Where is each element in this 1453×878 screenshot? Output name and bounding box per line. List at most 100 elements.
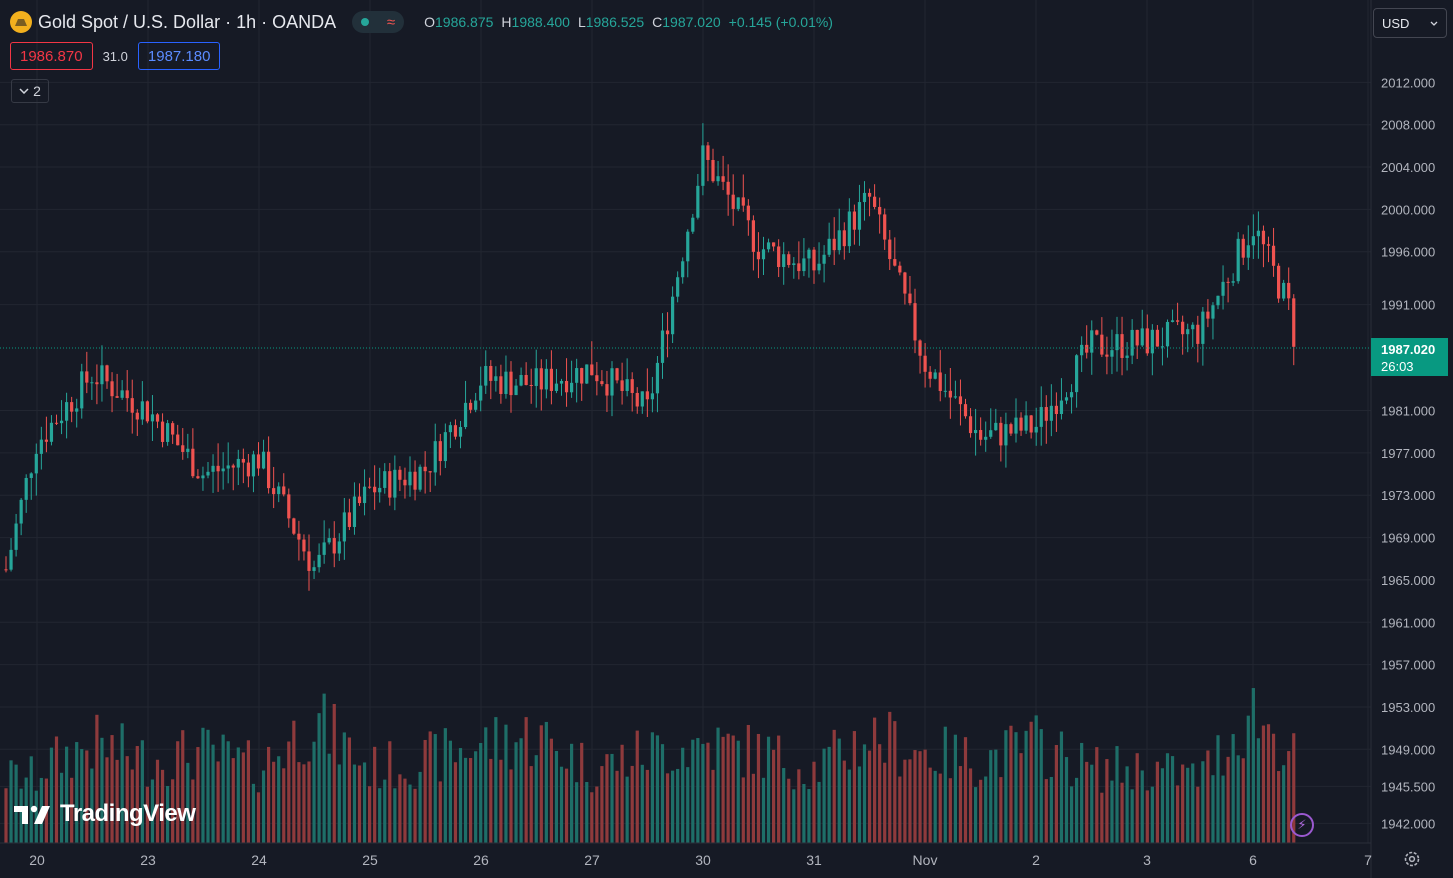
volume-bar [413, 788, 417, 843]
volume-bar [918, 751, 922, 843]
gear-icon[interactable] [1400, 847, 1424, 871]
candle-body [322, 542, 326, 555]
last-price-label: 1987.020 26:03 [1371, 338, 1448, 376]
time-tick-label: 23 [140, 852, 156, 868]
price-tick-label: 1957.000 [1381, 658, 1435, 673]
buy-button[interactable]: 1987.180 [137, 42, 221, 70]
price-tick-label: 1953.000 [1381, 700, 1435, 715]
candle-body [610, 368, 614, 396]
volume-bar [1014, 732, 1018, 843]
volume-bar [1044, 779, 1048, 843]
chart-grid [0, 0, 1371, 843]
volume-bar [539, 725, 543, 843]
indicators-toggle-button[interactable]: 2 [11, 79, 49, 103]
candle-body [54, 422, 59, 424]
candle-body [1216, 295, 1220, 306]
candle-body [1176, 320, 1180, 322]
volume-bar [433, 734, 437, 843]
candle-body [812, 249, 816, 271]
trade-buttons: 1986.870 31.0 1987.180 [10, 42, 221, 70]
candle-body [186, 448, 190, 452]
candle-body [211, 465, 215, 472]
volume-bar [418, 771, 422, 843]
candle-body [570, 382, 574, 393]
time-tick-label: 24 [251, 852, 267, 868]
volume-bar [125, 756, 129, 843]
volume-bar [857, 766, 862, 843]
candle-body [65, 402, 69, 421]
volume-bar [241, 752, 245, 843]
high-key: H [501, 14, 512, 30]
market-open-dot-icon [361, 18, 370, 26]
volume-bar [1085, 761, 1089, 843]
candle-body [1277, 265, 1281, 299]
volume-bar [317, 713, 321, 843]
volume-bar [989, 750, 993, 843]
candle-body [701, 145, 705, 186]
volume-bar [19, 788, 23, 843]
volume-bar [898, 776, 902, 843]
tradingview-logo[interactable]: TradingView [14, 800, 196, 828]
candle-body [378, 487, 382, 493]
volume-bar [378, 788, 382, 843]
market-status-pill[interactable]: ≈ [352, 11, 405, 33]
currency-select[interactable]: USD [1373, 8, 1447, 38]
volume-bar [403, 778, 407, 843]
volume-bar [903, 759, 907, 843]
candle-body [751, 220, 755, 252]
candlesticks [4, 123, 1296, 591]
candle-body [484, 365, 488, 386]
candle-body [837, 230, 841, 251]
volume-bar [979, 779, 983, 843]
candle-body [246, 462, 250, 477]
close-key: C [652, 14, 663, 30]
candle-body [918, 340, 922, 356]
volume-bar [251, 783, 256, 843]
volume-bar [448, 740, 452, 843]
volume-bar [292, 720, 296, 843]
volume-bar [100, 737, 104, 843]
volume-bar [893, 721, 897, 843]
time-tick-label: 3 [1143, 852, 1151, 868]
volume-bar [1277, 771, 1281, 843]
volume-bar [469, 758, 473, 843]
candle-body [448, 425, 452, 433]
tradingview-logo-icon [14, 805, 50, 824]
volume-bar [1150, 786, 1154, 843]
volume-bar [282, 768, 286, 843]
volume-bar [761, 777, 766, 843]
volume-bar [676, 768, 680, 843]
time-tick-label: 7 [1364, 852, 1372, 868]
candle-body [544, 368, 548, 390]
lightning-icon[interactable]: ⚡ [1290, 813, 1314, 837]
candle-body [721, 176, 725, 182]
candle-body [984, 436, 988, 440]
volume-bar [650, 732, 654, 843]
volume-bar [1140, 770, 1144, 843]
volume-bar [75, 742, 79, 843]
volume-bar [938, 773, 942, 843]
candle-body [979, 430, 983, 440]
candle-body [1049, 405, 1053, 421]
candle-body [75, 408, 79, 412]
candle-body [226, 465, 230, 469]
candle-body [59, 420, 64, 424]
price-tick-label: 1973.000 [1381, 488, 1435, 503]
sell-button[interactable]: 1986.870 [10, 42, 93, 70]
volume-bar [1246, 715, 1250, 843]
symbol-title[interactable]: Gold Spot / U.S. Dollar · 1h · OANDA [38, 11, 337, 32]
candle-body [862, 192, 867, 203]
volume-bar [1181, 764, 1185, 843]
volume-bar [1029, 721, 1033, 843]
time-tick-label: 25 [362, 852, 378, 868]
time-axis: 20 23 24 25 26 27 30 31 Nov 2 3 6 7 [29, 852, 1372, 868]
candle-body [1201, 311, 1205, 344]
candle-body [1125, 355, 1129, 358]
candle-body [1211, 305, 1215, 319]
volume-bar [277, 756, 281, 843]
volume-bar [443, 728, 447, 843]
gold-coin-icon[interactable] [10, 11, 32, 33]
time-tick-label: 31 [806, 852, 822, 868]
volume-bar [484, 727, 488, 843]
